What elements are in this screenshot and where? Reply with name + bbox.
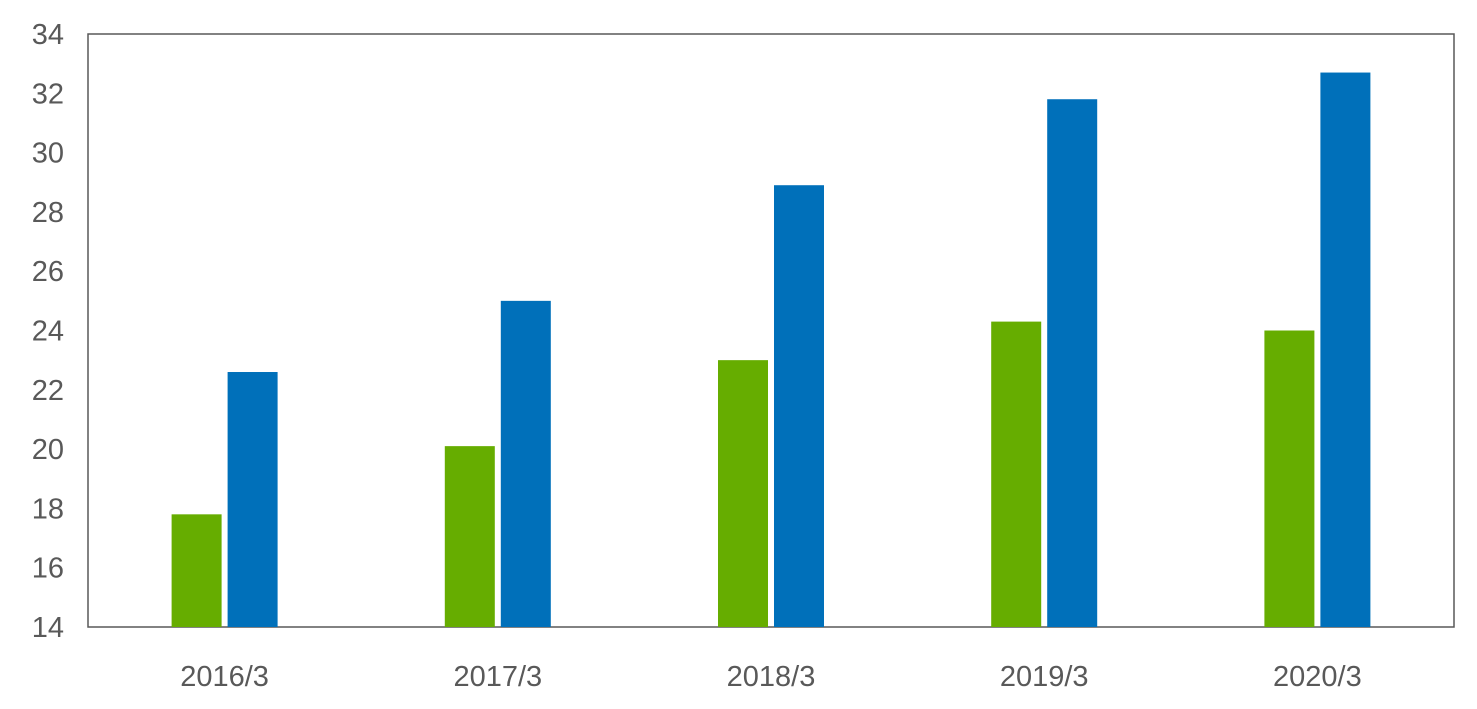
y-tick-label: 20: [32, 434, 64, 466]
bar-series-2-2020-3: [1320, 72, 1371, 628]
x-tick-label: 2017/3: [453, 661, 542, 693]
y-tick-label: 22: [32, 375, 64, 407]
y-tick-label: 28: [32, 197, 64, 229]
plot-area-border: [87, 33, 1455, 628]
x-tick-label: 2018/3: [727, 661, 816, 693]
x-tick-label: 2016/3: [180, 661, 269, 693]
x-axis-tick-labels: 2016/3 2017/3 2018/3 2019/3 2020/3: [180, 661, 1362, 693]
bars: [171, 72, 1371, 628]
y-tick-label: 18: [32, 493, 64, 525]
bar-series-2-2019-3: [1047, 99, 1098, 628]
y-tick-label: 32: [32, 78, 64, 110]
y-tick-label: 16: [32, 553, 64, 585]
bar-series-1-2017-3: [444, 446, 495, 627]
bar-series-1-2016-3: [171, 514, 222, 627]
y-tick-label: 34: [32, 19, 64, 51]
bar-series-2-2018-3: [774, 185, 824, 627]
y-tick-label: 24: [32, 316, 64, 348]
y-tick-label: 14: [32, 612, 64, 644]
bar-series-1-2018-3: [718, 360, 768, 627]
bar-series-2-2016-3: [227, 372, 278, 627]
x-tick-label: 2020/3: [1273, 661, 1362, 693]
bar-series-1-2020-3: [1264, 330, 1315, 627]
x-tick-label: 2019/3: [1000, 661, 1089, 693]
y-tick-label: 26: [32, 256, 64, 288]
bar-series-1-2019-3: [991, 321, 1042, 627]
bar-series-2-2017-3: [500, 300, 551, 627]
y-tick-label: 30: [32, 138, 64, 170]
y-axis-tick-labels: 14 16 18 20 22 24 26 28 30 32 34: [32, 19, 64, 644]
